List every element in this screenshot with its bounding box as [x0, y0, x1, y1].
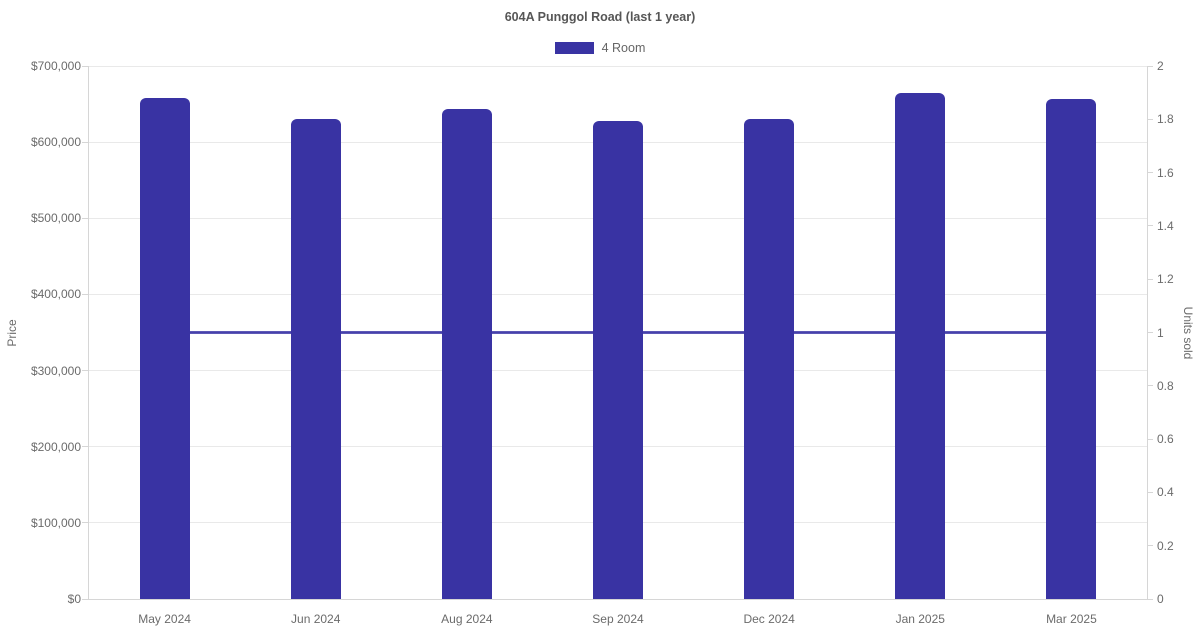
y-tick-right	[1147, 385, 1153, 387]
y-tick-label-left: $400,000	[30, 287, 81, 302]
y-tick-label-left: $300,000	[30, 363, 81, 378]
y-tick-label-right: 0.6	[1157, 432, 1174, 447]
y-tick-label-left: $0	[67, 592, 81, 606]
y-tick-label-left: $600,000	[30, 135, 81, 150]
x-tick-label: Jun 2024	[291, 612, 341, 626]
x-tick-label: Mar 2025	[1046, 612, 1097, 626]
y-tick-right	[1147, 225, 1153, 227]
y-tick-label-right: 0	[1157, 592, 1164, 606]
bar-jun-2024[interactable]	[290, 119, 341, 599]
y-tick-right	[1147, 278, 1153, 280]
y-tick-label-left: $700,000	[30, 59, 81, 73]
y-tick-left	[82, 65, 88, 67]
y-tick-label-right: 1.4	[1157, 218, 1174, 233]
y-tick-label-right: 0.2	[1157, 538, 1174, 553]
y-tick-label-right: 2	[1157, 59, 1164, 73]
y-axis-title-price: Price	[5, 319, 19, 347]
y-tick-label-left: $100,000	[30, 515, 81, 530]
plot-area: $0 $100,000 $200,000 $300,000 $400,000 $500,0…	[31, 59, 1174, 626]
y-tick-right	[1147, 332, 1153, 333]
y-tick-label-right: 1.8	[1157, 112, 1174, 127]
y-tick-label-right: 1	[1157, 325, 1164, 340]
y-tick-left	[82, 522, 88, 524]
y-tick-right	[1147, 545, 1153, 547]
y-tick-label-right: 0.4	[1157, 485, 1174, 500]
y-tick-label-right: 0.8	[1157, 378, 1174, 393]
legend-item-4-room[interactable]: 4 Room	[554, 41, 646, 55]
y-tick-label-right: 1.2	[1157, 272, 1174, 287]
y-axis-title-units-sold: Units sold	[1181, 306, 1195, 360]
y-tick-right	[1147, 598, 1153, 600]
x-tick-label: Aug 2024	[441, 612, 493, 626]
x-tick-label: Sep 2024	[592, 612, 644, 626]
legend-label: 4 Room	[601, 41, 646, 55]
y-tick-left	[82, 446, 88, 448]
bar-may-2024[interactable]	[139, 98, 190, 599]
y-tick-right	[1147, 172, 1153, 174]
bar-mar-2025[interactable]	[1046, 98, 1097, 599]
bar-sep-2024[interactable]	[593, 120, 643, 599]
y-tick-right	[1147, 491, 1153, 493]
y-tick-left	[82, 370, 88, 372]
chart-title: 604A Punggol Road (last 1 year)	[504, 10, 696, 24]
bar-dec-2024[interactable]	[744, 119, 795, 599]
legend-swatch	[554, 42, 594, 54]
gridline	[89, 65, 1147, 67]
y-tick-left	[82, 293, 88, 295]
y-tick-label-left: $500,000	[30, 211, 81, 226]
y-tick-left	[82, 217, 88, 219]
x-tick-label: May 2024	[138, 612, 191, 626]
legend: 4 Room	[0, 41, 1200, 55]
y-tick-right	[1147, 118, 1153, 120]
y-tick-label-right: 1.6	[1157, 165, 1174, 180]
y-tick-right	[1147, 65, 1153, 67]
y-tick-left	[82, 598, 88, 600]
bar-aug-2024[interactable]	[441, 108, 492, 599]
y-tick-left	[82, 141, 88, 143]
bar-jan-2025[interactable]	[895, 92, 946, 599]
x-tick-label: Jan 2025	[895, 612, 945, 626]
y-tick-label-left: $200,000	[30, 439, 81, 454]
x-tick-label: Dec 2024	[743, 612, 795, 626]
y-tick-right	[1147, 438, 1153, 440]
